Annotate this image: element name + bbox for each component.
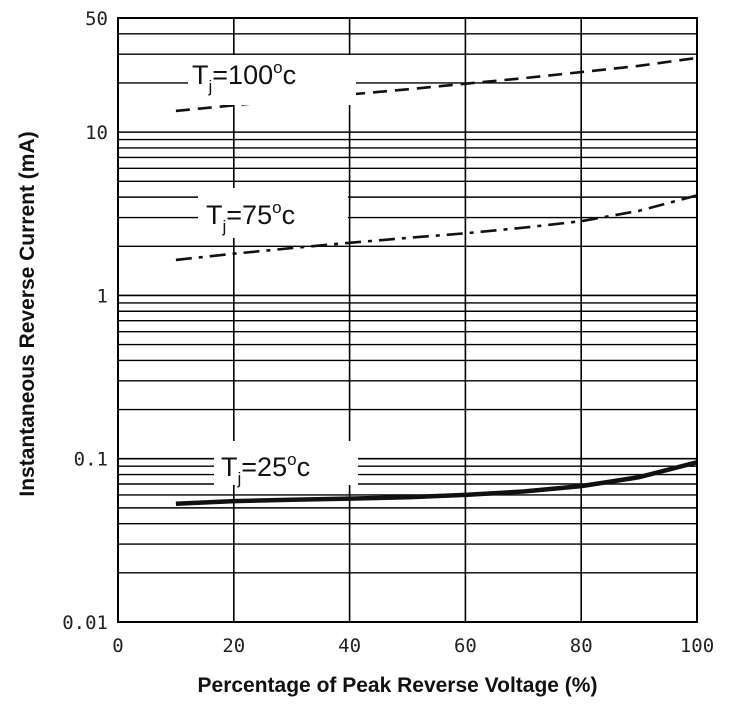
series-line-3: [175, 460, 698, 506]
series-label-background: [188, 55, 356, 105]
x-tick-label: 20: [222, 635, 245, 657]
series-label-background: [214, 441, 358, 485]
y-tick-label: 1: [97, 285, 108, 307]
x-tick-label: 40: [338, 635, 361, 657]
plot-frame: [117, 17, 698, 623]
series-labels: Tj=100oc Tj=75oc Tj=25oc: [188, 55, 358, 488]
series-label-2: Tj=75oc: [206, 198, 295, 236]
x-tick-label: 60: [454, 635, 477, 657]
series-group: [175, 56, 698, 506]
series-label-1: Tj=100oc: [192, 58, 296, 96]
y-tick-label: 10: [85, 122, 108, 144]
y-axis-label: Instantaneous Reverse Current (mA): [16, 131, 39, 496]
y-tick-label: 0.1: [74, 449, 108, 471]
y-tick-labels: 50 10 1 0.1 0.01: [62, 8, 108, 634]
x-tick-labels: 0 20 40 60 80 100: [112, 635, 714, 657]
y-tick-label: 50: [85, 8, 108, 30]
series-label-background: [198, 188, 348, 238]
x-tick-label: 80: [570, 635, 593, 657]
series-line-2: [175, 194, 698, 262]
x-axis-label: Percentage of Peak Reverse Voltage (%): [198, 674, 598, 697]
x-tick-label: 100: [680, 635, 714, 657]
x-tick-label: 0: [112, 635, 123, 657]
series-label-3: Tj=25oc: [221, 450, 310, 488]
y-tick-label: 0.01: [62, 612, 108, 634]
